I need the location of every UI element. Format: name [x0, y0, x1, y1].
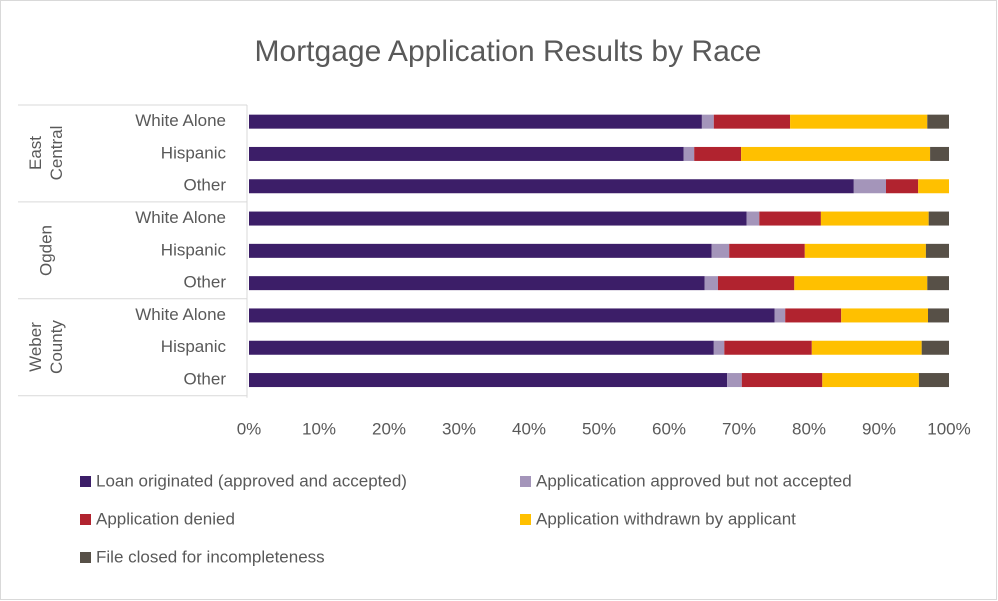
bar-segment: [928, 211, 949, 226]
bar-segment: [841, 308, 928, 323]
x-tick-label: 20%: [372, 419, 406, 438]
legend-swatch: [520, 514, 531, 525]
y-tick-label: Hispanic: [161, 143, 227, 162]
bar-segment: [785, 308, 842, 323]
bar-segment: [918, 179, 949, 194]
bar-segment: [683, 146, 695, 161]
bar-segment: [724, 340, 812, 355]
bar-segment: [811, 340, 922, 355]
bar-segment: [711, 243, 730, 258]
y-tick-label: White Alone: [135, 111, 226, 130]
bar-segment: [249, 211, 747, 226]
bar-segment: [794, 276, 928, 291]
bar-segment: [746, 211, 760, 226]
x-tick-label: 70%: [722, 419, 756, 438]
bar-segment: [741, 373, 823, 388]
bar-segment: [713, 340, 725, 355]
x-tick-label: 50%: [582, 419, 616, 438]
legend-swatch: [80, 476, 91, 487]
bar-segment: [741, 146, 931, 161]
y-tick-label: Other: [183, 273, 226, 292]
legend-swatch: [80, 552, 91, 563]
x-tick-label: 90%: [862, 419, 896, 438]
bar-segment: [694, 146, 742, 161]
bar-segment: [249, 114, 702, 129]
bar-segment: [718, 276, 795, 291]
legend-swatch: [520, 476, 531, 487]
y-tick-label: Other: [183, 370, 226, 389]
x-tick-label: 60%: [652, 419, 686, 438]
x-tick-label: 100%: [927, 419, 970, 438]
bar-segment: [774, 308, 786, 323]
bar-segment: [249, 179, 854, 194]
bar-segment: [249, 308, 775, 323]
y-tick-label: Hispanic: [161, 240, 227, 259]
legend-label: Application withdrawn by applicant: [536, 509, 796, 528]
bar-segment: [701, 114, 714, 129]
bar-segment: [822, 373, 919, 388]
bar-segment: [927, 276, 949, 291]
legend-swatch: [80, 514, 91, 525]
bar-segment: [249, 276, 705, 291]
bar-segment: [759, 211, 821, 226]
bar-segment: [927, 114, 949, 129]
chart-title: Mortgage Application Results by Race: [255, 35, 762, 68]
y-tick-label: White Alone: [135, 305, 226, 324]
legend-label: File closed for incompleteness: [96, 547, 325, 566]
bar-segment: [886, 179, 919, 194]
bar-segment: [249, 340, 714, 355]
bar-segment: [820, 211, 929, 226]
group-label: Ogden: [36, 224, 56, 276]
x-tick-label: 0%: [237, 419, 262, 438]
bar-segment: [921, 340, 949, 355]
bar-segment: [918, 373, 949, 388]
bar-segment: [704, 276, 718, 291]
bar-segment: [727, 373, 742, 388]
bar-segment: [928, 308, 949, 323]
x-tick-label: 40%: [512, 419, 546, 438]
y-tick-label: Other: [183, 176, 226, 195]
x-tick-label: 10%: [302, 419, 336, 438]
group-label: Weber County: [26, 320, 66, 375]
bar-segment: [249, 146, 684, 161]
bar-segment: [930, 146, 949, 161]
y-tick-label: White Alone: [135, 208, 226, 227]
bar-segment: [713, 114, 791, 129]
x-tick-label: 80%: [792, 419, 826, 438]
bar-segment: [790, 114, 928, 129]
x-tick-label: 30%: [442, 419, 476, 438]
legend-label: Loan originated (approved and accepted): [96, 471, 407, 490]
legend-label: Applicatication approved but not accepte…: [536, 471, 852, 490]
bar-segment: [249, 373, 728, 388]
bar-segment: [804, 243, 926, 258]
bar-segment: [925, 243, 949, 258]
bar-segment: [853, 179, 886, 194]
group-label: East Central: [26, 126, 66, 181]
bar-segment: [729, 243, 805, 258]
bar-segment: [249, 243, 712, 258]
legend-label: Application denied: [96, 509, 235, 528]
y-tick-label: Hispanic: [161, 337, 227, 356]
